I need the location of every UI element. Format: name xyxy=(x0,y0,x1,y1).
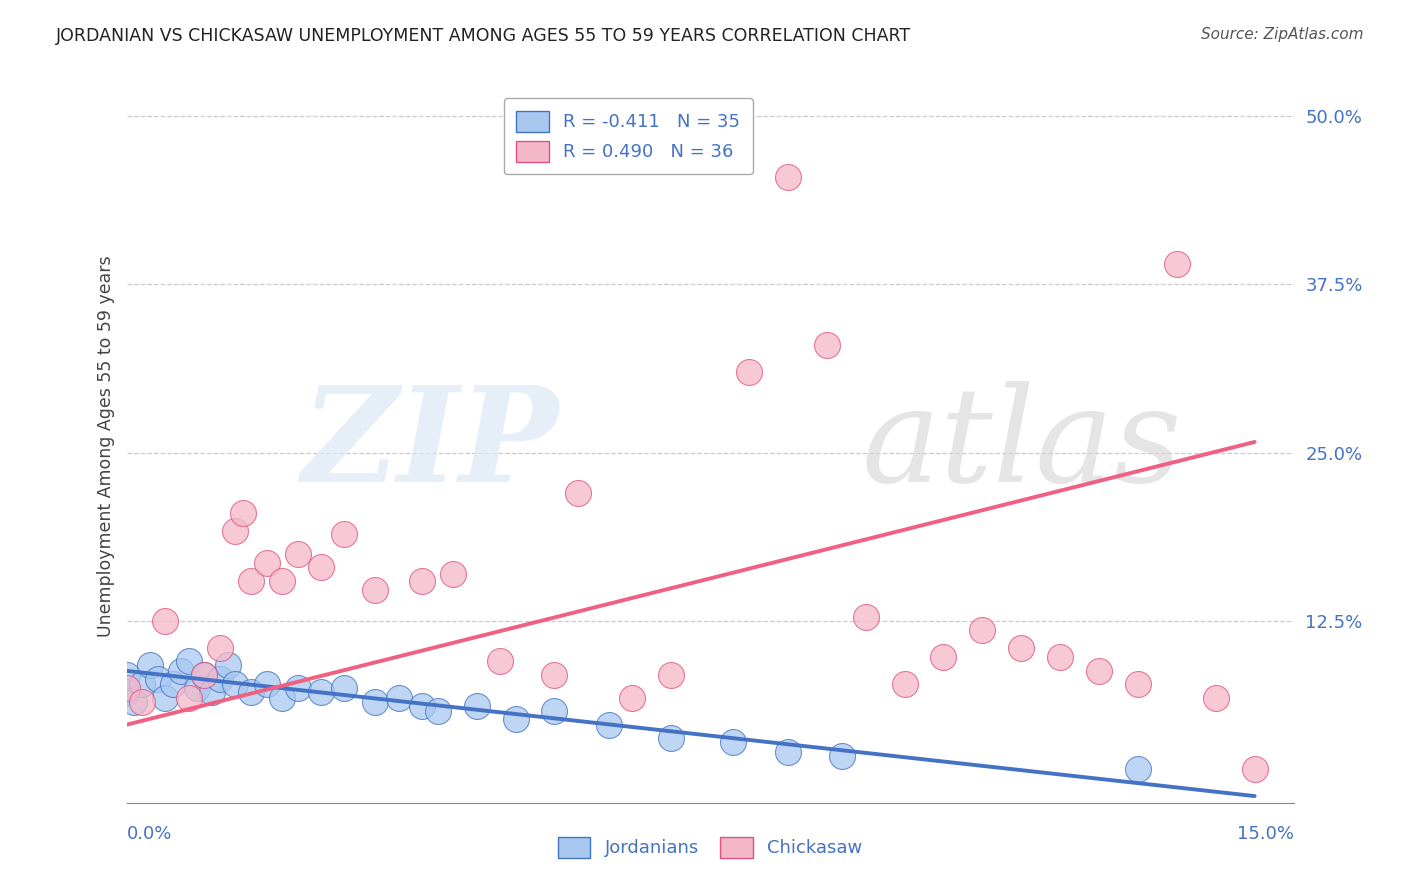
Point xyxy=(287,681,309,696)
Point xyxy=(217,658,239,673)
Point xyxy=(364,583,387,598)
Point xyxy=(146,672,169,686)
Point xyxy=(309,685,332,699)
Point xyxy=(115,681,138,696)
Point xyxy=(271,574,294,588)
Point xyxy=(333,681,356,696)
Point xyxy=(177,690,200,705)
Point xyxy=(131,677,153,691)
Point xyxy=(208,640,231,655)
Point xyxy=(855,610,877,624)
Point xyxy=(201,685,224,699)
Point xyxy=(543,704,565,718)
Point xyxy=(932,650,955,665)
Point xyxy=(1049,650,1071,665)
Point xyxy=(193,668,215,682)
Y-axis label: Unemployment Among Ages 55 to 59 years: Unemployment Among Ages 55 to 59 years xyxy=(97,255,115,637)
Point xyxy=(155,690,177,705)
Point xyxy=(193,668,215,682)
Point xyxy=(131,695,153,709)
Point xyxy=(1243,762,1265,776)
Text: 0.0%: 0.0% xyxy=(127,825,172,843)
Point xyxy=(333,526,356,541)
Point xyxy=(287,547,309,561)
Point xyxy=(465,698,488,713)
Point xyxy=(426,704,449,718)
Point xyxy=(831,748,853,763)
Point xyxy=(411,574,433,588)
Legend: Jordanians, Chickasaw: Jordanians, Chickasaw xyxy=(550,830,870,865)
Point xyxy=(1126,762,1149,776)
Point xyxy=(1166,257,1188,271)
Point xyxy=(224,524,246,538)
Point xyxy=(232,506,254,520)
Point xyxy=(1126,677,1149,691)
Point xyxy=(621,690,644,705)
Point xyxy=(441,566,464,581)
Point xyxy=(224,677,246,691)
Text: JORDANIAN VS CHICKASAW UNEMPLOYMENT AMONG AGES 55 TO 59 YEARS CORRELATION CHART: JORDANIAN VS CHICKASAW UNEMPLOYMENT AMON… xyxy=(56,27,911,45)
Point xyxy=(893,677,915,691)
Point xyxy=(505,712,527,726)
Point xyxy=(271,690,294,705)
Point xyxy=(115,685,138,699)
Point xyxy=(115,668,138,682)
Point xyxy=(738,365,761,379)
Point xyxy=(1088,664,1111,678)
Point xyxy=(170,664,193,678)
Point xyxy=(256,556,278,570)
Point xyxy=(240,685,263,699)
Text: 15.0%: 15.0% xyxy=(1236,825,1294,843)
Point xyxy=(1205,690,1227,705)
Point xyxy=(139,658,162,673)
Point xyxy=(162,677,184,691)
Point xyxy=(309,560,332,574)
Point xyxy=(567,486,589,500)
Point xyxy=(208,672,231,686)
Text: atlas: atlas xyxy=(862,382,1182,510)
Point xyxy=(776,745,799,759)
Point xyxy=(411,698,433,713)
Point xyxy=(659,668,682,682)
Point xyxy=(543,668,565,682)
Point xyxy=(256,677,278,691)
Point xyxy=(659,731,682,746)
Point xyxy=(723,735,745,749)
Text: ZIP: ZIP xyxy=(301,382,558,510)
Point xyxy=(972,624,994,638)
Point xyxy=(1010,640,1032,655)
Point xyxy=(177,655,200,669)
Point xyxy=(598,717,620,731)
Point xyxy=(124,695,146,709)
Point xyxy=(489,655,512,669)
Point xyxy=(388,690,411,705)
Point xyxy=(155,614,177,628)
Point xyxy=(815,338,838,352)
Point xyxy=(240,574,263,588)
Text: Source: ZipAtlas.com: Source: ZipAtlas.com xyxy=(1201,27,1364,42)
Point xyxy=(364,695,387,709)
Point xyxy=(186,681,208,696)
Point xyxy=(776,169,799,184)
